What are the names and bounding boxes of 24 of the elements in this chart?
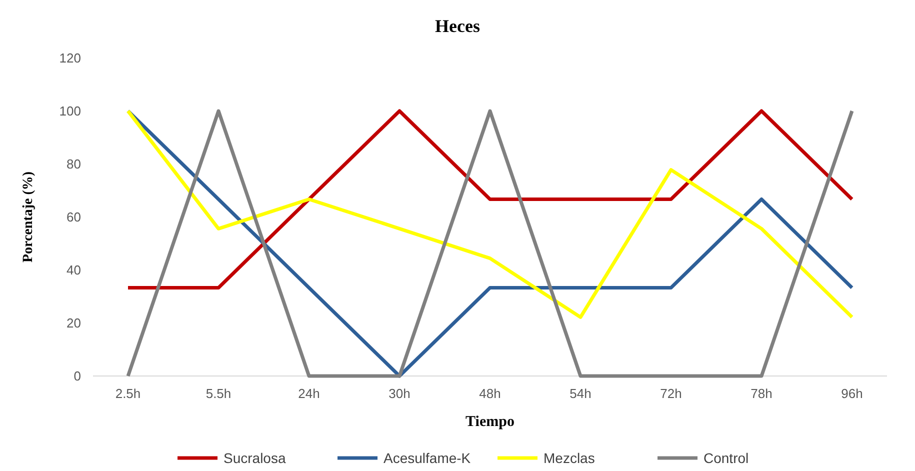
line-series	[126, 109, 854, 378]
y-tick-label: 20	[66, 316, 81, 331]
y-tick-label: 80	[66, 156, 81, 172]
x-tick-label: 54h	[570, 386, 592, 401]
legend-label: Acesulfame-K	[384, 450, 472, 466]
legend-label: Control	[704, 450, 749, 466]
x-tick-label: 2.5h	[115, 386, 141, 401]
legend-label: Mezclas	[544, 450, 595, 466]
x-tick-label: 48h	[479, 386, 501, 401]
x-tick-label: 72h	[660, 386, 682, 401]
x-tick-label: 30h	[388, 386, 410, 401]
x-tick-label: 5.5h	[206, 386, 232, 401]
y-tick-label: 120	[59, 50, 81, 66]
legend-label: Sucralosa	[224, 450, 286, 466]
y-tick-label: 0	[74, 368, 81, 384]
y-tick-label: 60	[66, 210, 81, 225]
x-axis-title: Tiempo	[466, 414, 514, 430]
y-axis-title: Porcentaje (%)	[21, 171, 36, 263]
x-tick-label: 96h	[841, 386, 863, 401]
y-tick-label: 100	[59, 104, 81, 119]
chart-title: Heces	[435, 16, 480, 36]
y-tick-label: 40	[66, 262, 81, 278]
x-tick-label: 24h	[298, 386, 320, 401]
x-tick-label: 78h	[750, 386, 772, 401]
